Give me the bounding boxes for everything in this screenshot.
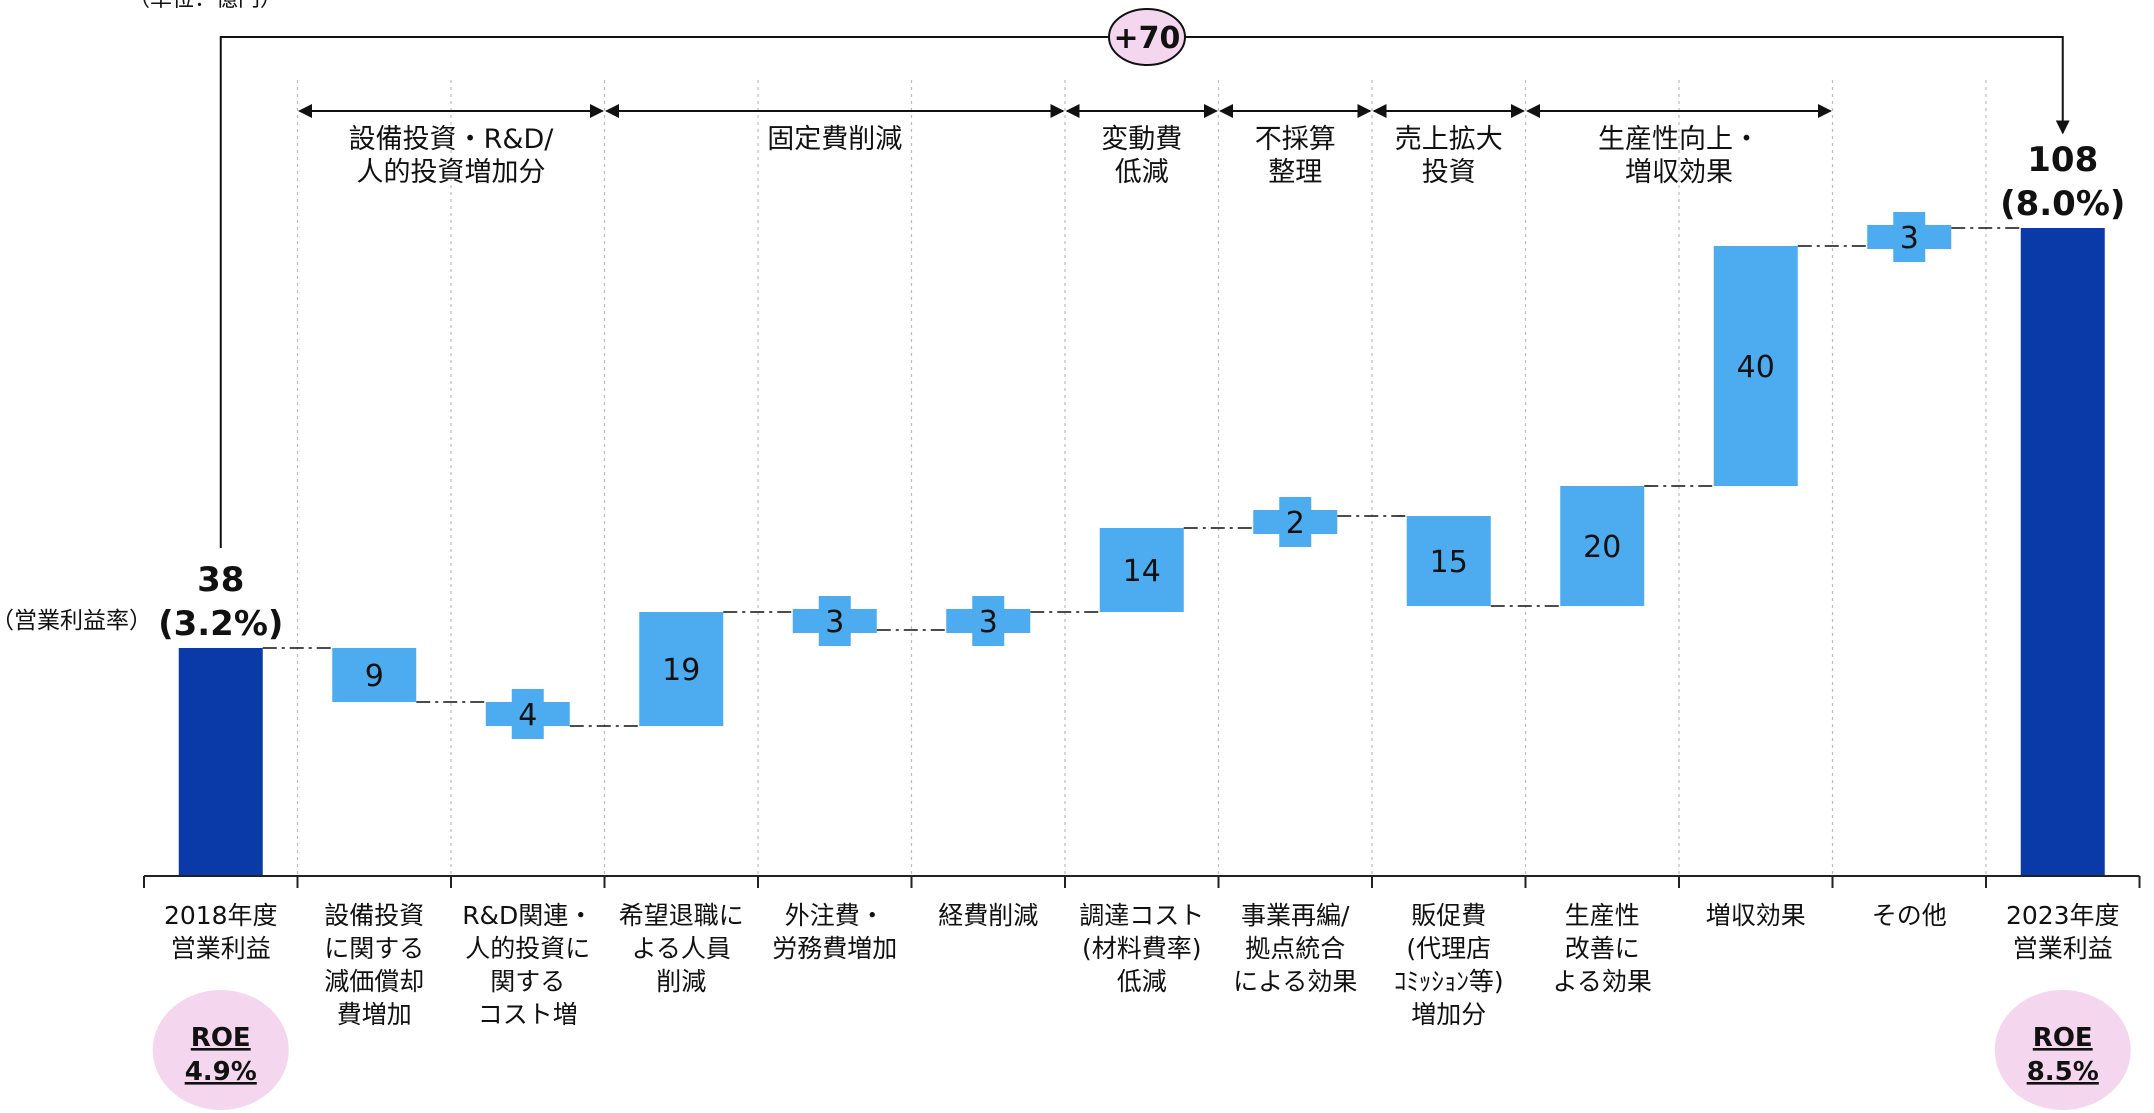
bar (1560, 486, 1645, 606)
group-label: 変動費低減 (1101, 124, 1182, 188)
bar (1099, 528, 1184, 612)
bar-data-label: 15 (1430, 545, 1468, 580)
x-tick-label: 希望退職による人員削減 (619, 901, 744, 996)
bar (1406, 516, 1491, 606)
bar-cross-tab (818, 596, 851, 646)
bar-cross-tab (972, 596, 1005, 646)
x-tick-label: その他 (1872, 901, 1947, 930)
bar-data-label: 3 (825, 605, 844, 640)
bar-data-label: 9 (365, 659, 384, 694)
x-tick-label: 2023年度営業利益 (2006, 901, 2120, 963)
bar-data-label: 3 (1900, 221, 1919, 256)
x-tick-label: 増収効果 (1706, 901, 1806, 930)
bar-data-label: 40 (1737, 350, 1775, 385)
group-label: 売上拡大投資 (1395, 124, 1503, 188)
bar-data-label: 14 (1123, 554, 1161, 589)
group-label: 不採算整理 (1255, 124, 1336, 188)
total-margin-label: (8.0%) (2000, 184, 2125, 224)
roe-badge (1994, 990, 2131, 1110)
bar-data-label: 20 (1583, 530, 1621, 565)
bar (332, 648, 417, 702)
total-bar (178, 648, 263, 876)
bar-data-label: 2 (1286, 506, 1305, 541)
total-margin-label: (3.2%) (158, 604, 283, 644)
roe-badge-label: ROE (191, 1023, 251, 1053)
bar-data-label: 19 (662, 653, 700, 688)
group-label: 設備投資・R&D/人的投資増加分 (349, 124, 555, 188)
total-change-label: +70 (1114, 21, 1181, 56)
x-tick-label: 外注費・労務費増加 (772, 901, 897, 963)
x-tick-label: 調達コスト(材料費率)低減 (1079, 901, 1204, 996)
bar-cross-tab (1893, 212, 1926, 262)
bar-data-label: 3 (979, 605, 998, 640)
x-tick-label: 事業再編/拠点統合による効果 (1233, 901, 1357, 996)
margin-caption: （営業利益率） (0, 608, 152, 634)
group-label: 生産性向上・増収効果 (1598, 124, 1760, 188)
group-label: 固定費削減 (767, 124, 902, 155)
total-value-label: 108 (2027, 140, 2098, 180)
roe-badge-label: ROE (2033, 1023, 2093, 1053)
x-tick-label: 経費削減 (938, 901, 1038, 930)
bar-data-label: 4 (518, 698, 537, 733)
bar-cross-tab (511, 689, 544, 739)
unit-label: （単位：億円） (128, 0, 282, 12)
total-value-label: 38 (197, 560, 244, 600)
x-tick-label: 販促費(代理店ｺﾐｯｼｮﾝ等)増加分 (1394, 901, 1504, 1029)
total-change-badge (1108, 8, 1186, 66)
roe-badge (152, 990, 289, 1110)
roe-badge-value: 4.9% (185, 1057, 257, 1087)
x-tick-label: R&D関連・人的投資に関するコスト増 (462, 901, 593, 1029)
total-bar (2020, 228, 2105, 876)
x-tick-label: 2018年度営業利益 (164, 901, 278, 963)
bar (639, 612, 724, 726)
roe-badge-value: 8.5% (2027, 1057, 2099, 1087)
bar (1713, 246, 1798, 486)
x-tick-label: 設備投資に関する減価償却費増加 (324, 901, 424, 1029)
bar-cross-tab (1279, 497, 1312, 547)
x-tick-label: 生産性改善による効果 (1553, 901, 1652, 996)
